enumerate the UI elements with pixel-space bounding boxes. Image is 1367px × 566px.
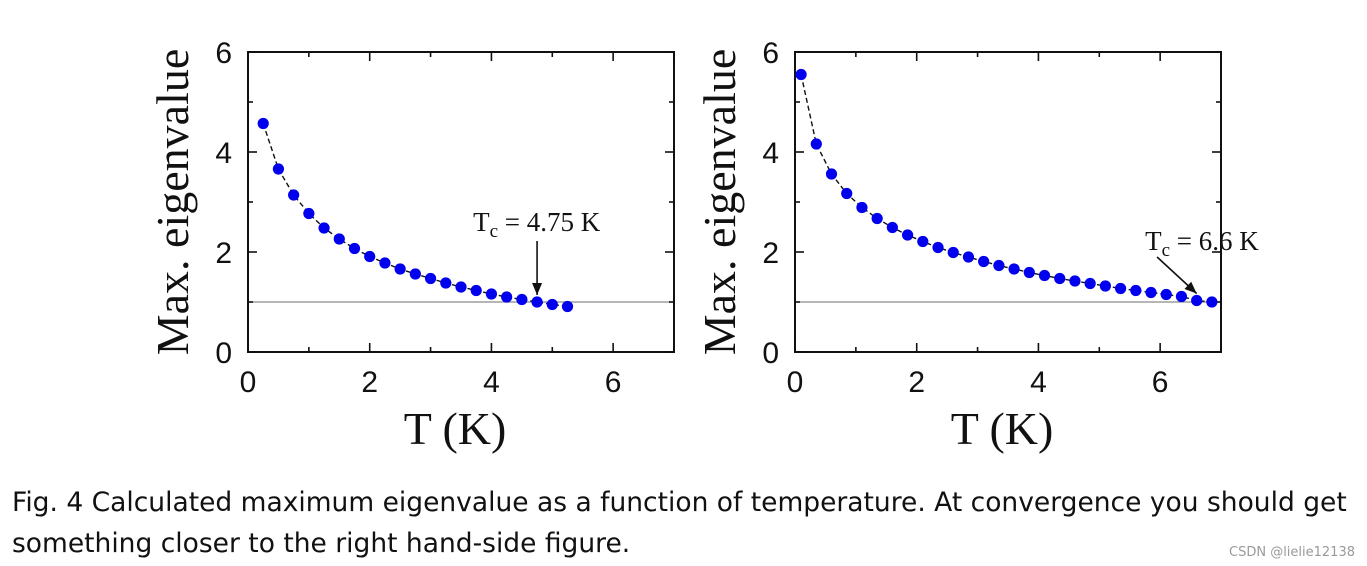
annotation-t: T xyxy=(1145,226,1162,256)
data-point xyxy=(303,207,315,220)
data-point xyxy=(856,201,868,214)
data-point xyxy=(394,263,406,275)
plot-frame xyxy=(794,51,1222,353)
data-point xyxy=(455,281,467,293)
data-point xyxy=(1069,275,1081,287)
x-axis-title: T (K) xyxy=(951,403,1054,454)
watermark: CSDN @lielie12138 xyxy=(1229,545,1355,560)
y-tick-label: 4 xyxy=(762,137,779,170)
data-point xyxy=(1038,269,1051,282)
data-point xyxy=(440,277,452,289)
data-point xyxy=(379,257,391,269)
data-point xyxy=(501,291,513,303)
data-point xyxy=(470,284,482,297)
x-tick-label: 0 xyxy=(240,366,257,399)
data-point xyxy=(932,241,944,254)
x-tick-label: 2 xyxy=(908,366,925,399)
y-axis-title: Max. eigenvalue xyxy=(147,49,198,356)
data-point xyxy=(1008,263,1020,275)
data-point xyxy=(272,163,285,175)
annotation-value: = 6.6 K xyxy=(1170,226,1259,256)
y-axis-title: Max. eigenvalue xyxy=(694,49,745,356)
data-point xyxy=(993,259,1005,272)
data-point xyxy=(485,288,498,300)
y-tick-label: 2 xyxy=(215,237,232,270)
annotation-t: T xyxy=(473,207,490,237)
data-point xyxy=(1145,286,1157,299)
annotation-subscript: c xyxy=(490,221,498,242)
y-tick-label: 6 xyxy=(215,37,232,70)
data-point xyxy=(561,300,574,313)
data-point xyxy=(1175,290,1188,303)
y-tick-label: 2 xyxy=(762,237,779,270)
data-point xyxy=(841,187,853,200)
data-point xyxy=(1023,266,1035,279)
annotation-subscript: c xyxy=(1162,240,1170,261)
data-point xyxy=(962,251,975,263)
data-point xyxy=(424,272,437,285)
figure-caption: Fig. 4 Calculated maximum eigenvalue as … xyxy=(12,487,1347,559)
annotation-arrowhead xyxy=(532,283,543,295)
annotation-label: Tc = 6.6 K xyxy=(1145,226,1259,261)
series-line xyxy=(800,74,1212,303)
data-point xyxy=(516,293,528,306)
x-axis-title: T (K) xyxy=(404,403,507,454)
y-tick-label: 6 xyxy=(762,37,779,70)
x-tick-label: 2 xyxy=(361,366,378,399)
data-point xyxy=(947,246,959,259)
data-point xyxy=(546,298,558,311)
y-tick-label: 4 xyxy=(215,137,232,170)
data-point xyxy=(364,250,376,263)
plot-frame xyxy=(247,51,675,353)
left-panel: 0 2 4 6 0 2 4 6 T (K) Max. eigenvalue Tc = 4.75 K xyxy=(147,37,675,454)
data-point xyxy=(288,189,300,201)
data-point xyxy=(978,255,990,268)
data-point xyxy=(1206,296,1218,308)
data-point xyxy=(531,296,543,308)
data-point xyxy=(810,138,822,150)
data-point xyxy=(1099,280,1111,292)
data-point xyxy=(886,221,898,234)
data-point xyxy=(871,212,883,225)
data-point xyxy=(1114,282,1127,295)
x-tick-label: 6 xyxy=(605,366,622,399)
right-panel: 0 2 4 6 0 2 4 6 T (K) Max. eigenvalue Tc = 6.6 K xyxy=(694,37,1259,454)
data-point xyxy=(795,68,807,81)
y-tick-label: 0 xyxy=(762,337,779,370)
data-point xyxy=(901,229,914,241)
data-point xyxy=(257,117,269,130)
data-point xyxy=(1054,272,1066,285)
x-tick-label: 4 xyxy=(483,366,500,399)
annotation-arrowhead xyxy=(1184,281,1197,294)
annotation-value: = 4.75 K xyxy=(498,207,601,237)
data-point xyxy=(917,235,929,248)
x-tick-label: 4 xyxy=(1030,366,1047,399)
data-point xyxy=(1084,277,1096,290)
data-point xyxy=(409,268,421,280)
data-point xyxy=(1160,288,1172,301)
data-point xyxy=(1130,284,1142,297)
data-point xyxy=(318,222,330,234)
data-point xyxy=(333,233,345,245)
data-point xyxy=(348,242,361,255)
data-point xyxy=(1191,294,1203,307)
y-tick-label: 0 xyxy=(215,337,232,370)
annotation-label: Tc = 4.75 K xyxy=(473,207,601,242)
x-tick-label: 0 xyxy=(787,366,804,399)
x-tick-label: 6 xyxy=(1152,366,1169,399)
data-point xyxy=(825,168,838,180)
